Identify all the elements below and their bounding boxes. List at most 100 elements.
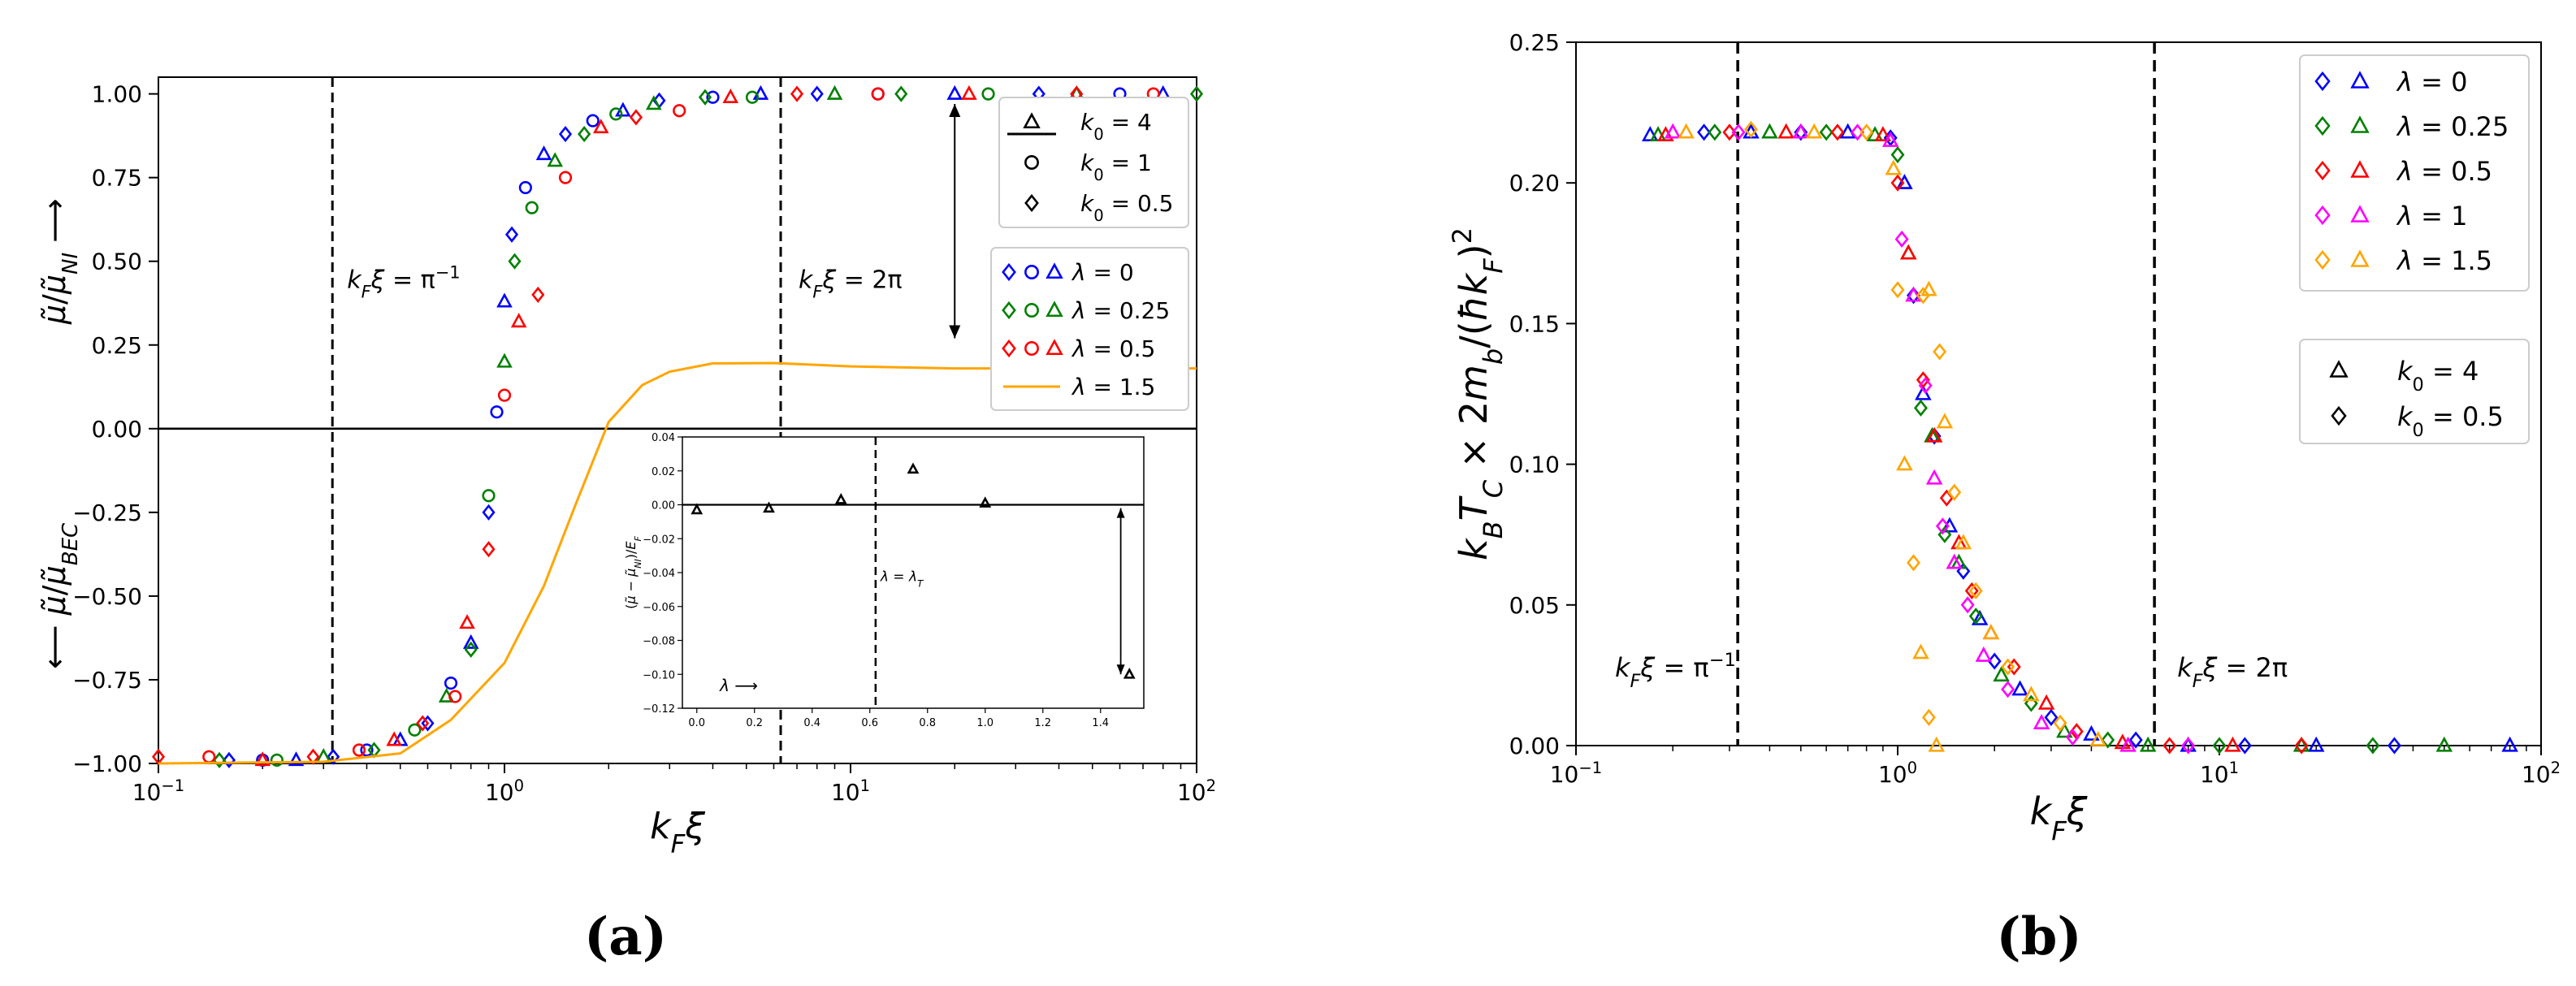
data-point <box>1890 174 1905 192</box>
data-point <box>1936 413 1954 429</box>
data-point <box>745 90 760 104</box>
arrow-head-top <box>949 103 961 117</box>
data-point <box>1761 123 1778 139</box>
data-point <box>558 125 573 143</box>
data-point <box>1968 608 1983 625</box>
data-point <box>673 104 686 118</box>
y-axis-label: kBTC × 2mb/(ħkF)2 <box>1447 227 1509 560</box>
data-point <box>288 751 305 767</box>
inset-x-tick-label: 0.4 <box>803 717 820 729</box>
data-point <box>946 84 963 100</box>
legend-marker <box>2350 160 2370 178</box>
data-point <box>482 489 496 503</box>
y-tick-label: 0.75 <box>92 165 142 192</box>
data-point <box>2089 730 2107 746</box>
legend-label: λ = 1 <box>2396 201 2467 231</box>
data-point <box>706 90 720 104</box>
data-point <box>1916 287 1930 305</box>
data-point <box>790 85 804 102</box>
data-point <box>1890 281 1905 299</box>
legend-marker <box>2329 360 2349 378</box>
data-point <box>212 751 227 768</box>
data-point <box>1921 708 1936 726</box>
data-point <box>2101 731 2115 749</box>
data-point <box>416 715 430 732</box>
inset-data-point <box>979 496 992 508</box>
chart-panel-b: 10−1 100 101 102 0.00 0.05 0.10 0.15 0.20 0.25 kFξ… <box>1447 29 2561 846</box>
x-tick-label: 10−1 <box>1550 759 1603 789</box>
panel-a-caption: (a) <box>584 906 667 967</box>
inset-data-point <box>907 462 920 474</box>
data-point <box>352 743 366 757</box>
legend-marker <box>1002 301 1016 320</box>
data-point <box>2083 724 2100 741</box>
data-point <box>722 89 739 104</box>
x-tick-label: 101 <box>2200 759 2239 789</box>
inset-y-tick-label: −0.10 <box>643 669 675 681</box>
data-point <box>1189 85 1204 102</box>
data-point <box>592 119 609 134</box>
inset-x-tick-label: 1.4 <box>1092 717 1109 729</box>
inset-inline-xlabel: λ ⟶ <box>719 676 758 695</box>
data-point <box>752 84 769 100</box>
inset-y-tick-label: 0.02 <box>652 466 675 478</box>
legend-label: λ = 0.5 <box>1071 335 1155 362</box>
data-point <box>254 751 271 767</box>
data-point <box>1697 123 1712 141</box>
data-point <box>1946 553 1963 569</box>
vline-label-2: kFξ = 2π <box>2177 652 2288 692</box>
data-point <box>1947 483 1962 501</box>
data-point <box>1885 159 1903 175</box>
inset-y-tick-label: −0.12 <box>643 703 675 716</box>
data-point <box>1859 123 1874 141</box>
data-point <box>327 748 340 765</box>
inset-frame <box>682 436 1145 709</box>
inset-chart: 0.0 0.2 0.4 0.6 0.8 1.0 1.2 1.4 0.04 0.02 0.00 −0.0… <box>623 432 1145 729</box>
legend-label: λ = 1.5 <box>2396 245 2492 276</box>
data-point <box>2023 685 2040 702</box>
inset-vline-label: λ = λT <box>880 569 924 589</box>
data-point <box>1894 230 1909 249</box>
data-point <box>482 541 496 558</box>
legend-marker <box>2314 160 2331 181</box>
legend-marker <box>2314 205 2331 226</box>
inset-y-tick-label: −0.08 <box>643 636 675 648</box>
legend-marker <box>1046 339 1063 356</box>
data-point <box>1851 123 1864 141</box>
data-point <box>462 634 479 649</box>
data-point <box>981 87 995 101</box>
data-point <box>1777 123 1795 139</box>
legend-label: k0 = 0.5 <box>2397 401 2504 441</box>
data-point <box>1982 624 2000 640</box>
data-point <box>2224 736 2241 752</box>
legend-lambda <box>2299 54 2530 292</box>
data-point <box>1955 534 1972 550</box>
data-point <box>496 292 513 308</box>
inset-y-tick-label: −0.06 <box>643 602 675 614</box>
legend-marker <box>1024 341 1039 356</box>
data-point <box>1912 643 1929 659</box>
data-point <box>547 152 564 167</box>
data-point <box>421 715 435 732</box>
data-point <box>306 748 320 765</box>
data-point <box>1890 145 1905 164</box>
legend-marker <box>1024 265 1039 279</box>
data-point <box>2056 722 2073 738</box>
data-point <box>2033 714 2050 729</box>
inset-data-point <box>1123 668 1136 679</box>
data-point <box>586 114 600 128</box>
data-point <box>1968 582 1983 600</box>
data-point <box>518 180 532 195</box>
data-point <box>1731 123 1746 141</box>
data-point <box>1830 123 1845 141</box>
data-point <box>871 87 885 101</box>
data-point <box>2139 736 2157 752</box>
data-point <box>1971 609 1989 625</box>
data-point <box>578 125 591 143</box>
data-point <box>1975 646 1993 662</box>
chart-panel-a: 10−1 100 101 102 −1.00 −0.75 −0.50 −0.25 0.00 0.2… <box>37 76 1216 859</box>
panel-b-caption: (b) <box>1996 906 2081 967</box>
legend-marker <box>2350 115 2370 133</box>
x-tick-label: 100 <box>1878 759 1917 789</box>
data-point <box>1987 652 2002 670</box>
